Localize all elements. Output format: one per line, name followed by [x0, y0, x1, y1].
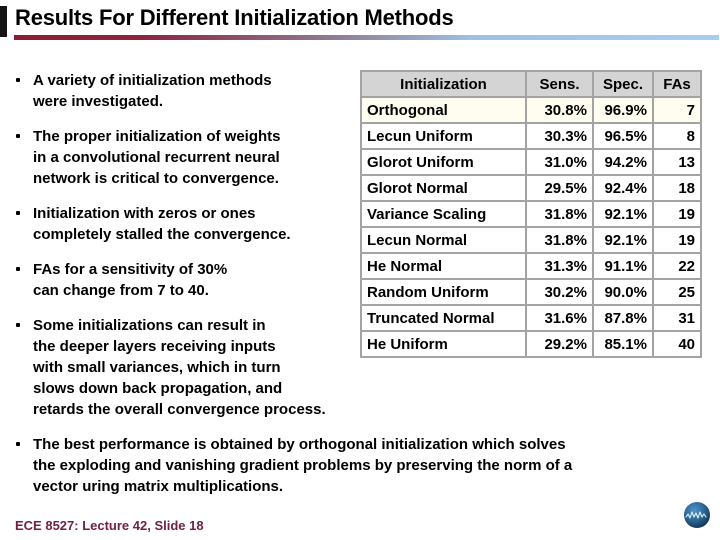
isip-globe-logo-icon — [684, 502, 710, 528]
bullet-text: The best performance is obtained by orth… — [33, 436, 573, 495]
cell-initialization: Variance Scaling — [360, 200, 527, 228]
cell-fas: 25 — [652, 278, 702, 306]
table-row: Lecun Normal 31.8% 92.1% 19 — [360, 226, 702, 254]
bullet-item: Initialization with zeros or ones comple… — [14, 203, 712, 245]
table-row: Orthogonal 30.8% 96.9% 7 — [360, 96, 702, 124]
bullet-marker-icon — [16, 442, 20, 446]
table-row: Variance Scaling 31.8% 92.1% 19 — [360, 200, 702, 228]
table-row: He Uniform 29.2% 85.1% 40 — [360, 330, 702, 358]
cell-sens: 30.2% — [525, 278, 594, 306]
cell-fas: 7 — [652, 96, 702, 124]
cell-initialization: Glorot Uniform — [360, 148, 527, 176]
cell-fas: 31 — [652, 304, 702, 332]
column-header-fas: FAs — [652, 70, 702, 98]
cell-initialization: He Normal — [360, 252, 527, 280]
cell-spec: 94.2% — [592, 148, 654, 176]
bullet-marker-icon — [16, 267, 20, 271]
bullet-marker-icon — [16, 211, 20, 215]
table-header-row: Initialization Sens. Spec. FAs — [360, 70, 702, 98]
cell-initialization: Truncated Normal — [360, 304, 527, 332]
cell-sens: 31.3% — [525, 252, 594, 280]
title-underline-rule — [14, 35, 719, 40]
cell-initialization: Random Uniform — [360, 278, 527, 306]
cell-sens: 30.3% — [525, 122, 594, 150]
bullet-text: The proper initialization of weights in … — [33, 128, 281, 187]
page-title: Results For Different Initialization Met… — [15, 5, 454, 30]
bullet-text: FAs for a sensitivity of 30% can change … — [33, 261, 228, 299]
cell-initialization: Lecun Normal — [360, 226, 527, 254]
cell-sens: 31.0% — [525, 148, 594, 176]
bullet-item: Some initializations can result in the d… — [14, 315, 712, 420]
cell-spec: 91.1% — [592, 252, 654, 280]
slide-footer: ECE 8527: Lecture 42, Slide 18 — [15, 518, 204, 533]
cell-fas: 19 — [652, 226, 702, 254]
cell-spec: 92.1% — [592, 226, 654, 254]
bullet-text: Initialization with zeros or ones comple… — [33, 205, 291, 243]
bullet-item: The best performance is obtained by orth… — [14, 434, 712, 497]
cell-initialization: Orthogonal — [360, 96, 527, 124]
bullet-marker-icon — [16, 78, 20, 82]
cell-spec: 85.1% — [592, 330, 654, 358]
bullet-list: A variety of initialization methods were… — [14, 70, 712, 511]
bullet-text: Some initializations can result in the d… — [33, 317, 326, 418]
cell-sens: 29.2% — [525, 330, 594, 358]
title-edge-bar — [0, 6, 7, 37]
cell-sens: 31.8% — [525, 226, 594, 254]
table-row: He Normal 31.3% 91.1% 22 — [360, 252, 702, 280]
table-row: Glorot Normal 29.5% 92.4% 18 — [360, 174, 702, 202]
bullet-marker-icon — [16, 323, 20, 327]
table-row: Lecun Uniform 30.3% 96.5% 8 — [360, 122, 702, 150]
cell-fas: 13 — [652, 148, 702, 176]
cell-spec: 87.8% — [592, 304, 654, 332]
bullet-item: FAs for a sensitivity of 30% can change … — [14, 259, 712, 301]
column-header-sens: Sens. — [525, 70, 594, 98]
cell-fas: 22 — [652, 252, 702, 280]
cell-sens: 29.5% — [525, 174, 594, 202]
initialization-results-table: Initialization Sens. Spec. FAs Orthogona… — [360, 70, 702, 358]
bullet-item: The proper initialization of weights in … — [14, 126, 712, 189]
cell-sens: 31.6% — [525, 304, 594, 332]
column-header-initialization: Initialization — [360, 70, 527, 98]
bullet-text: A variety of initialization methods were… — [33, 72, 272, 110]
cell-spec: 96.5% — [592, 122, 654, 150]
cell-sens: 30.8% — [525, 96, 594, 124]
cell-initialization: Lecun Uniform — [360, 122, 527, 150]
cell-initialization: Glorot Normal — [360, 174, 527, 202]
cell-fas: 19 — [652, 200, 702, 228]
cell-spec: 92.1% — [592, 200, 654, 228]
column-header-spec: Spec. — [592, 70, 654, 98]
bullet-marker-icon — [16, 134, 20, 138]
cell-sens: 31.8% — [525, 200, 594, 228]
cell-spec: 90.0% — [592, 278, 654, 306]
table-row: Glorot Uniform 31.0% 94.2% 13 — [360, 148, 702, 176]
cell-fas: 8 — [652, 122, 702, 150]
cell-spec: 96.9% — [592, 96, 654, 124]
table-row: Truncated Normal 31.6% 87.8% 31 — [360, 304, 702, 332]
table-row: Random Uniform 30.2% 90.0% 25 — [360, 278, 702, 306]
cell-initialization: He Uniform — [360, 330, 527, 358]
cell-fas: 40 — [652, 330, 702, 358]
bullet-item: A variety of initialization methods were… — [14, 70, 712, 112]
cell-fas: 18 — [652, 174, 702, 202]
cell-spec: 92.4% — [592, 174, 654, 202]
